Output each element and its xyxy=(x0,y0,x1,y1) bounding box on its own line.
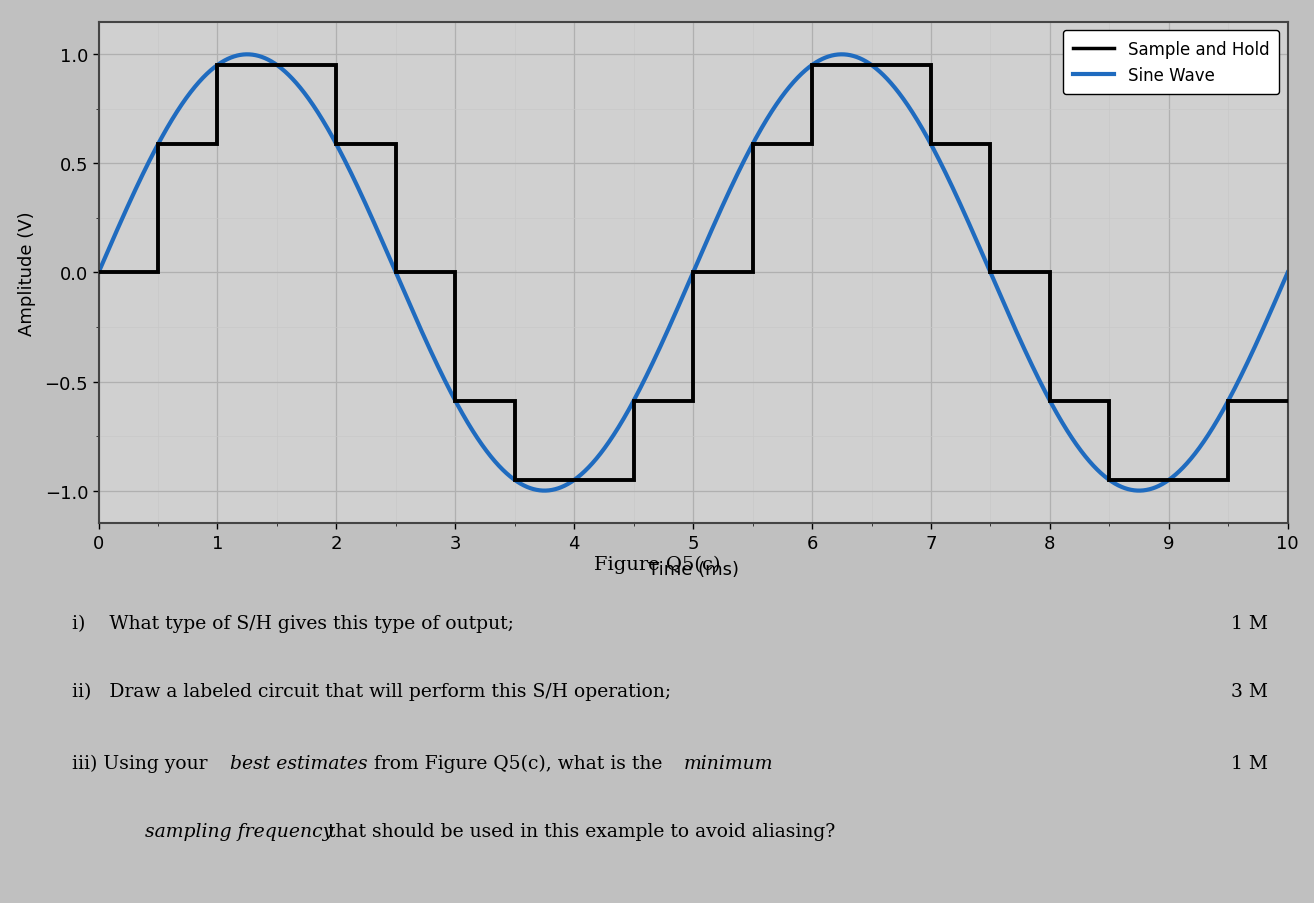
X-axis label: Time (ms): Time (ms) xyxy=(648,561,738,579)
Text: sampling frequency: sampling frequency xyxy=(145,822,332,840)
Text: i)    What type of S/H gives this type of output;: i) What type of S/H gives this type of o… xyxy=(72,614,514,632)
Text: minimum: minimum xyxy=(683,754,773,772)
Text: iii) Using your: iii) Using your xyxy=(72,754,214,772)
Y-axis label: Amplitude (V): Amplitude (V) xyxy=(18,211,37,335)
Text: from Figure Q5(c), what is the: from Figure Q5(c), what is the xyxy=(368,754,669,772)
Text: Figure Q5(c): Figure Q5(c) xyxy=(594,555,720,573)
Legend: Sample and Hold, Sine Wave: Sample and Hold, Sine Wave xyxy=(1063,31,1280,95)
Text: 3 M: 3 M xyxy=(1231,682,1268,700)
Text: 1 M: 1 M xyxy=(1231,614,1268,632)
Text: ii)   Draw a labeled circuit that will perform this S/H operation;: ii) Draw a labeled circuit that will per… xyxy=(72,682,671,700)
Text: best estimates: best estimates xyxy=(230,754,368,772)
Text: that should be used in this example to avoid aliasing?: that should be used in this example to a… xyxy=(322,822,836,840)
Text: 1 M: 1 M xyxy=(1231,754,1268,772)
